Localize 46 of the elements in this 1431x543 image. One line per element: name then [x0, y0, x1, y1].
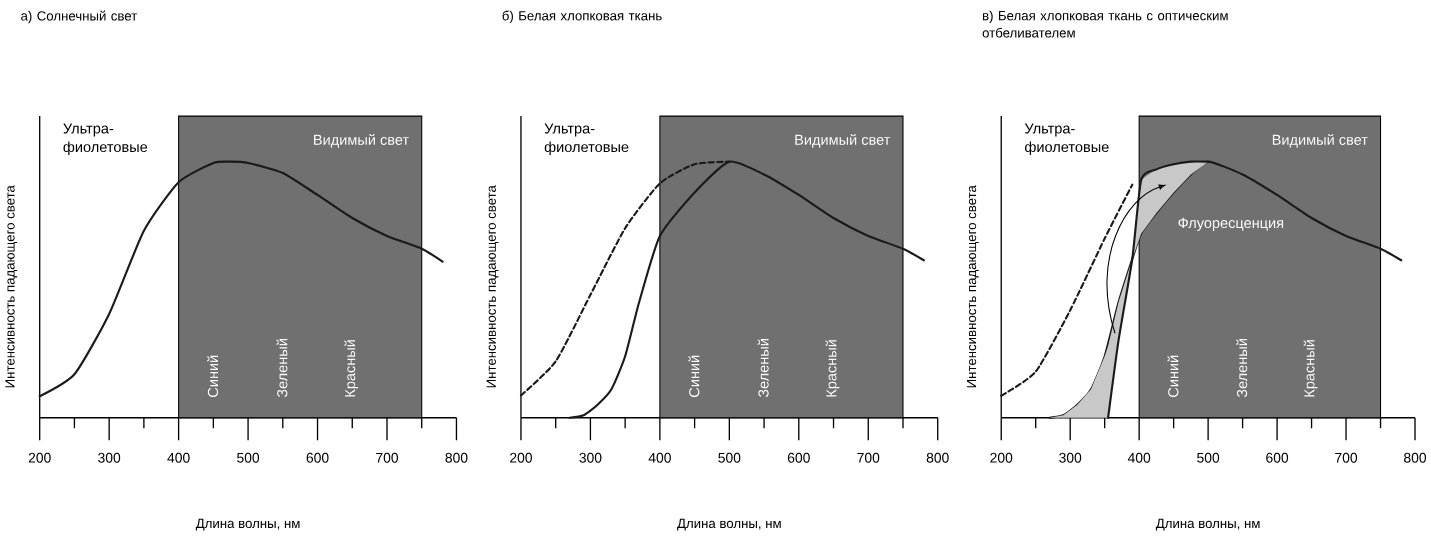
x-tick-label: 400 [1127, 452, 1151, 463]
x-tick-label: 300 [98, 452, 121, 463]
x-axis-title: Длина волны, нм [1155, 518, 1260, 531]
text: Ультра-фиолетовые [1024, 123, 1109, 156]
x-tick-label: 700 [1335, 452, 1358, 463]
x-tick-label: 300 [1059, 452, 1082, 463]
x-tick-label: 400 [648, 452, 671, 463]
band-label: Видимый свет [314, 134, 409, 148]
text: Ультра-фиолетовые [63, 123, 148, 156]
x-tick-label: 600 [787, 452, 810, 463]
chart-title: а) Солнечный свет [21, 10, 138, 24]
annotation: Зеленый [1236, 339, 1248, 398]
y-axis-title: Интенсивность падающего света [966, 185, 979, 388]
chart-title: в) Белая хлопковая ткань с оптическим отбеливателем [982, 10, 1228, 38]
x-tick-label: 500 [718, 452, 741, 463]
x-tick-label: 500 [1197, 452, 1220, 463]
annotation: Зеленый [757, 339, 769, 398]
annotation: Флуоресценция [1178, 217, 1284, 232]
band-label: Видимый свет [795, 134, 891, 148]
annotation: Синий [688, 355, 700, 398]
x-tick-label: 800 [1404, 452, 1427, 463]
annotation: Красный [344, 340, 359, 397]
x-tick-label: 200 [990, 452, 1013, 463]
chart-title: б) Белая хлопковая ткань [502, 10, 662, 24]
x-tick-label: 500 [237, 452, 260, 463]
x-tick-label: 700 [857, 452, 880, 463]
annotation: Зеленый [276, 339, 288, 398]
annotation: Красный [1303, 340, 1318, 397]
x-tick-label: 200 [510, 452, 532, 463]
text: Ультра-фиолетовые [544, 123, 629, 156]
x-tick-label: 300 [579, 452, 602, 463]
x-tick-label: 700 [376, 452, 399, 463]
x-tick-label: 200 [28, 452, 51, 463]
y-axis-title: Интенсивность падающего света [5, 185, 18, 388]
x-axis-title: Длина волны, нм [195, 518, 300, 531]
annotation: Красный [825, 340, 840, 397]
annotation: Синий [1167, 355, 1179, 398]
y-axis-title: Интенсивность падающего света [486, 185, 499, 388]
x-tick-label: 600 [1266, 452, 1289, 463]
x-axis-title: Длина волны, нм [677, 518, 781, 531]
x-tick-label: 400 [167, 452, 190, 463]
x-tick-label: 600 [306, 452, 329, 463]
band-label: Видимый свет [1272, 134, 1368, 148]
x-tick-label: 800 [926, 452, 949, 463]
annotation: Синий [207, 355, 219, 398]
x-tick-label: 800 [445, 452, 468, 463]
